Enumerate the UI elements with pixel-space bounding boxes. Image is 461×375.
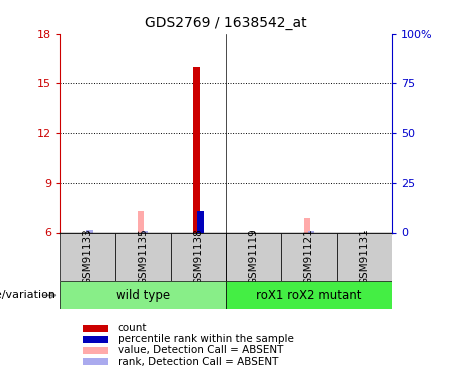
Bar bbox=[307, 231, 314, 232]
Bar bbox=[197, 211, 204, 232]
Bar bbox=[60, 281, 226, 309]
Text: GSM91119: GSM91119 bbox=[248, 228, 259, 285]
Text: GSM91133: GSM91133 bbox=[83, 228, 93, 285]
Text: roX1 roX2 mutant: roX1 roX2 mutant bbox=[256, 289, 361, 302]
Text: GSM91131: GSM91131 bbox=[359, 228, 369, 285]
Text: genotype/variation: genotype/variation bbox=[0, 290, 55, 300]
Bar bbox=[303, 217, 310, 232]
Bar bbox=[142, 231, 148, 232]
Bar bbox=[83, 358, 108, 365]
Bar bbox=[171, 232, 226, 281]
Bar bbox=[86, 230, 93, 232]
Bar bbox=[83, 347, 108, 354]
Text: GSM91135: GSM91135 bbox=[138, 228, 148, 285]
Bar bbox=[137, 211, 144, 232]
Text: value, Detection Call = ABSENT: value, Detection Call = ABSENT bbox=[118, 345, 283, 355]
Text: wild type: wild type bbox=[116, 289, 170, 302]
Text: GSM91121: GSM91121 bbox=[304, 228, 314, 285]
Title: GDS2769 / 1638542_at: GDS2769 / 1638542_at bbox=[145, 16, 307, 30]
Bar bbox=[337, 232, 392, 281]
Bar bbox=[115, 232, 171, 281]
Bar bbox=[83, 336, 108, 343]
Text: count: count bbox=[118, 323, 147, 333]
Text: percentile rank within the sample: percentile rank within the sample bbox=[118, 334, 294, 344]
Bar bbox=[281, 232, 337, 281]
Bar bbox=[60, 232, 115, 281]
Bar bbox=[193, 67, 200, 232]
Bar bbox=[226, 281, 392, 309]
Text: GSM91138: GSM91138 bbox=[193, 228, 203, 285]
Bar bbox=[226, 232, 281, 281]
Text: rank, Detection Call = ABSENT: rank, Detection Call = ABSENT bbox=[118, 357, 278, 367]
Bar bbox=[83, 325, 108, 332]
